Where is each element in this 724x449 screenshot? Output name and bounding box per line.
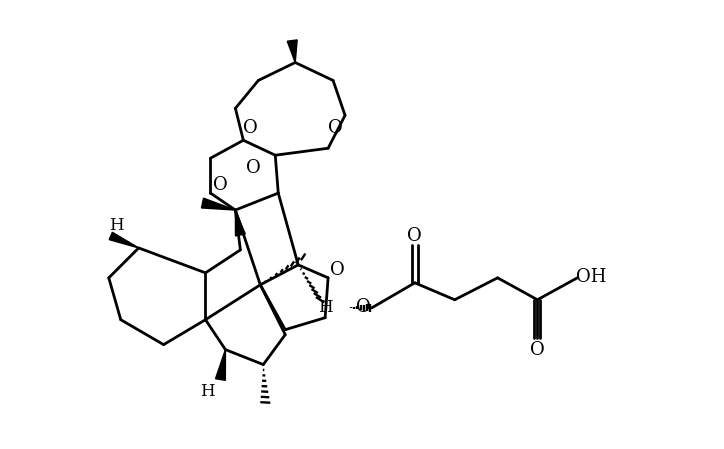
Text: O: O [246,159,261,177]
Text: O: O [329,261,345,279]
Text: H: H [318,299,332,316]
Polygon shape [287,40,297,62]
Polygon shape [216,350,225,380]
Polygon shape [201,198,235,210]
Text: O: O [243,119,258,137]
Text: O: O [408,227,422,245]
Text: OH: OH [576,268,607,286]
Polygon shape [235,210,245,236]
Polygon shape [109,232,139,248]
Text: O: O [213,176,228,194]
Text: O: O [328,119,342,137]
Text: H: H [200,383,215,400]
Text: O: O [530,341,545,359]
Text: O: O [355,298,371,316]
Text: H: H [109,217,124,234]
